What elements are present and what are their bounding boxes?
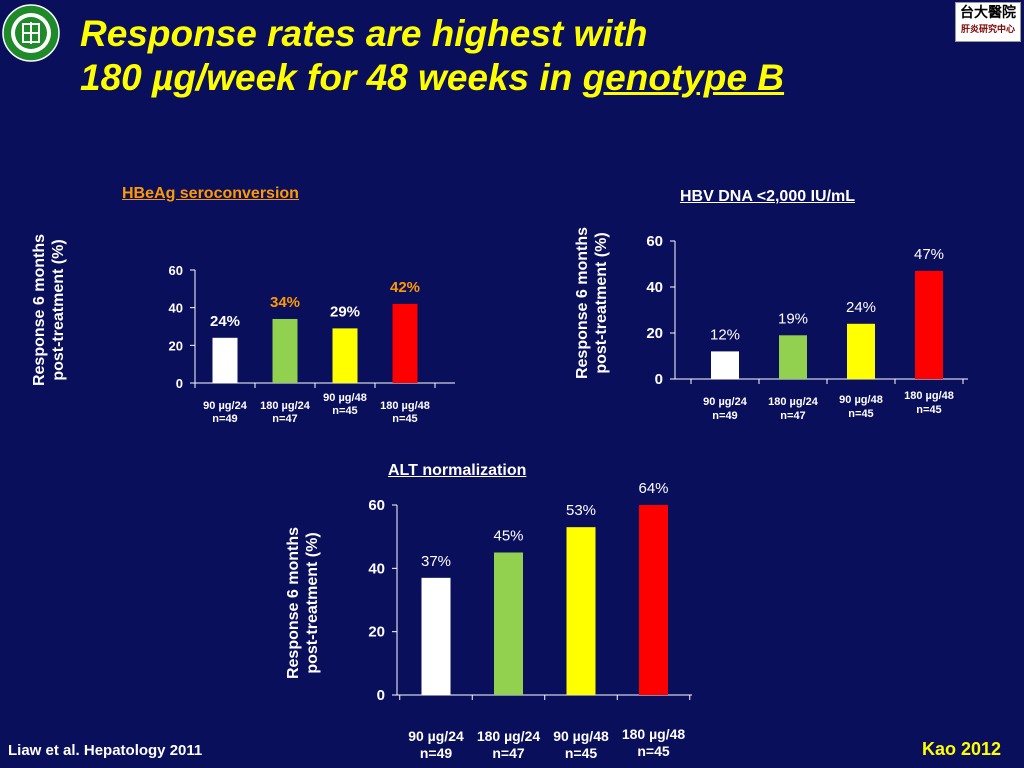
y-tick-label: 40 xyxy=(368,560,385,577)
bar xyxy=(494,553,523,696)
chart-2-y-axis-label: Response 6 months post-treatment (%) xyxy=(573,223,613,383)
logo-text-bottom: 肝炎研究中心 xyxy=(956,23,1020,37)
data-label: 34% xyxy=(270,294,300,311)
data-label: 45% xyxy=(493,528,523,545)
bar xyxy=(393,304,418,383)
chart-1-y-axis-label: Response 6 months post-treatment (%) xyxy=(30,230,70,390)
hospital-center-logo: 台大醫院 肝炎研究中心 xyxy=(955,2,1021,42)
category-label-line-1: 180 µg/48 xyxy=(889,389,969,403)
y-tick-label: 0 xyxy=(176,376,183,391)
data-label: 19% xyxy=(778,310,808,327)
chart-2-svg: 0 20 40 60 12% 19% 24% 47% xyxy=(620,220,980,395)
y-tick-label: 20 xyxy=(169,338,183,353)
y-tick-label: 20 xyxy=(646,325,663,342)
category-label: 180 µg/24 n=47 xyxy=(469,728,549,762)
y-tick-label: 0 xyxy=(655,371,663,388)
category-label-line-1: 90 µg/48 xyxy=(541,728,621,745)
bar xyxy=(567,527,596,695)
bar xyxy=(422,578,451,695)
data-label: 47% xyxy=(914,246,944,263)
category-label-line-2: n=45 xyxy=(365,413,445,426)
bar xyxy=(333,328,358,383)
category-label-line-2: n=49 xyxy=(396,745,476,762)
data-label: 37% xyxy=(421,553,451,570)
chart-3-y-axis-label: Response 6 months post-treatment (%) xyxy=(284,523,324,683)
title-line-1: Response rates are highest with xyxy=(80,12,784,56)
category-label-line-1: 180 µg/48 xyxy=(365,400,445,413)
bar xyxy=(711,351,739,379)
category-label-line-2: n=45 xyxy=(541,745,621,762)
y-tick-label: 60 xyxy=(368,497,385,514)
bar xyxy=(213,338,238,383)
data-label: 24% xyxy=(846,299,876,316)
category-label-line-1: 180 µg/24 xyxy=(469,728,549,745)
category-label: 90 µg/48 n=45 xyxy=(541,728,621,762)
title-line-2: 180 µg/week for 48 weeks in genotype B xyxy=(80,56,784,100)
chart-2-title: HBV DNA <2,000 IU/mL xyxy=(680,188,855,206)
chart-1-svg: 0 20 40 60 24% 34% 29% 42% xyxy=(140,255,470,400)
citation: Liaw et al. Hepatology 2011 xyxy=(8,742,202,759)
bar xyxy=(779,335,807,379)
bar xyxy=(847,324,875,379)
title-line-2-prefix: 180 µg/week for 48 weeks in xyxy=(80,57,583,98)
bar xyxy=(915,271,943,379)
hospital-seal-logo xyxy=(2,4,60,62)
category-label-line-2: n=45 xyxy=(614,743,694,760)
category-label-line-1: 90 µg/24 xyxy=(396,728,476,745)
logo-text-top: 台大醫院 xyxy=(956,3,1020,23)
category-label-line-1: 180 µg/48 xyxy=(614,726,694,743)
y-tick-label: 60 xyxy=(646,233,663,250)
data-label: 64% xyxy=(638,480,668,497)
data-label: 42% xyxy=(390,279,420,296)
category-label-line-2: n=45 xyxy=(889,403,969,417)
chart-3-svg: 0 20 40 60 37% 45% 53% 64% xyxy=(340,460,710,710)
data-label: 24% xyxy=(210,313,240,330)
y-tick-label: 60 xyxy=(169,263,183,278)
y-tick-label: 20 xyxy=(368,624,385,641)
category-label: 180 µg/48 n=45 xyxy=(889,389,969,417)
chart-1-title: HBeAg seroconversion xyxy=(122,185,299,203)
title-line-2-underlined: genotype B xyxy=(583,57,784,98)
credit: Kao 2012 xyxy=(922,739,1001,760)
data-label: 12% xyxy=(710,326,740,343)
category-label: 90 µg/24 n=49 xyxy=(396,728,476,762)
y-tick-label: 40 xyxy=(646,279,663,296)
bar xyxy=(639,505,668,695)
category-label: 180 µg/48 n=45 xyxy=(614,726,694,760)
data-label: 29% xyxy=(330,303,360,320)
y-tick-label: 40 xyxy=(169,301,183,316)
slide-title: Response rates are highest with 180 µg/w… xyxy=(80,12,784,100)
y-tick-label: 0 xyxy=(377,687,385,704)
category-label-line-2: n=47 xyxy=(469,745,549,762)
bar xyxy=(273,319,298,383)
data-label: 53% xyxy=(566,502,596,519)
category-label: 180 µg/48 n=45 xyxy=(365,400,445,426)
